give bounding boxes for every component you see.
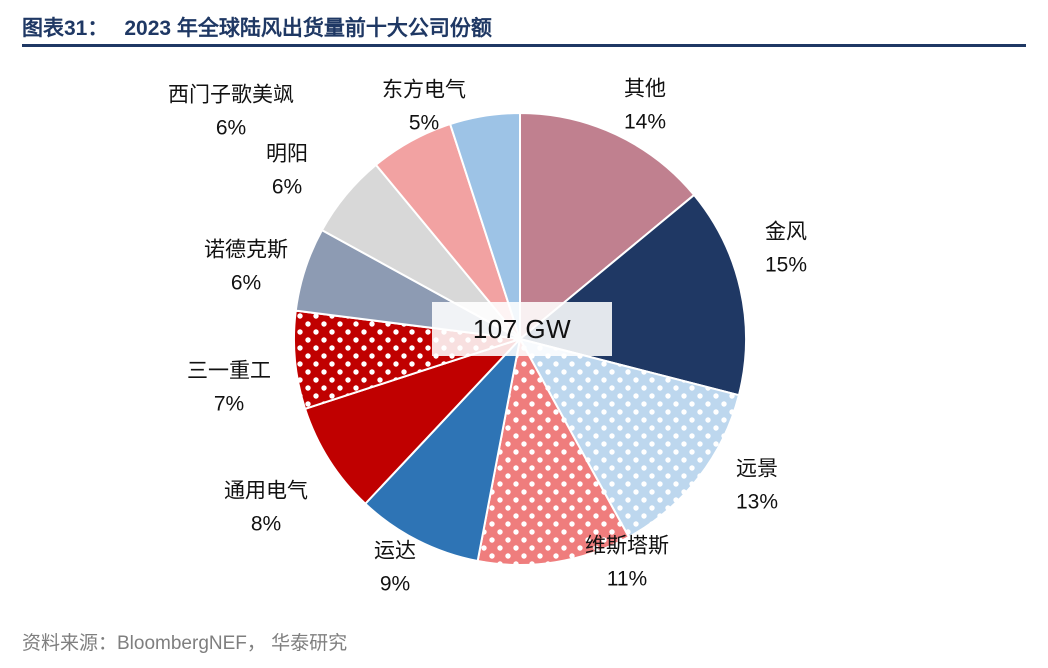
figure-label: 图表31： (22, 17, 109, 40)
chart-title: 2023 年全球陆风出货量前十大公司份额 (124, 17, 492, 40)
slice-label: 运达 9% (374, 535, 416, 600)
slice-label: 诺德克斯 6% (204, 234, 288, 299)
slice-label: 维斯塔斯 11% (585, 530, 669, 595)
pie-slice-6 (303, 338, 521, 506)
slice-label-value: 9% (379, 572, 411, 595)
pie-slice-5 (363, 335, 522, 563)
center-label-box: 107 GW (432, 302, 612, 356)
pie-slice-3 (518, 337, 741, 539)
slice-label: 明阳 6% (266, 138, 308, 203)
slice-label-value: 13% (735, 490, 779, 513)
slice-label-value: 15% (764, 253, 808, 276)
slice-label-name: 维斯塔斯 (585, 534, 669, 558)
slice-label: 远景 13% (736, 453, 778, 518)
slice-label: 三一重工 7% (187, 355, 271, 420)
slice-label-value: 6% (271, 175, 303, 198)
header-divider (22, 44, 1026, 47)
slice-label-value: 7% (213, 392, 245, 415)
slice-label: 其他 14% (624, 73, 666, 138)
slice-label-name: 金风 (765, 220, 807, 244)
slice-label-name: 东方电气 (382, 78, 466, 102)
slice-label-value: 14% (623, 110, 667, 133)
slice-label-name: 三一重工 (187, 359, 271, 383)
slice-label-name: 通用电气 (224, 479, 308, 503)
slice-label: 西门子歌美飒 6% (168, 79, 294, 144)
slice-label-name: 运达 (374, 539, 416, 563)
pie-slice-11 (448, 111, 521, 340)
center-label: 107 GW (472, 313, 572, 344)
slice-label-value: 5% (408, 111, 440, 134)
slice-label-name: 其他 (624, 77, 666, 101)
chart-header: 图表31： 2023 年全球陆风出货量前十大公司份额 (22, 12, 1026, 42)
slice-label-value: 6% (215, 116, 247, 139)
pie-slice-1 (519, 111, 696, 342)
source-note: 资料来源：BloombergNEF， 华泰研究 (22, 633, 348, 654)
slice-label-value: 6% (230, 271, 262, 294)
slice-label: 金风 15% (765, 216, 807, 281)
slice-label: 通用电气 8% (224, 475, 308, 540)
slice-label-value: 11% (606, 567, 648, 590)
slice-label-value: 8% (250, 512, 282, 535)
slice-label-name: 诺德克斯 (204, 238, 288, 262)
slice-label: 东方电气 5% (382, 74, 466, 139)
slice-label-name: 明阳 (266, 142, 308, 166)
pie-slice-4 (476, 336, 631, 566)
slice-label-name: 西门子歌美飒 (168, 83, 294, 107)
slice-label-name: 远景 (736, 457, 778, 481)
